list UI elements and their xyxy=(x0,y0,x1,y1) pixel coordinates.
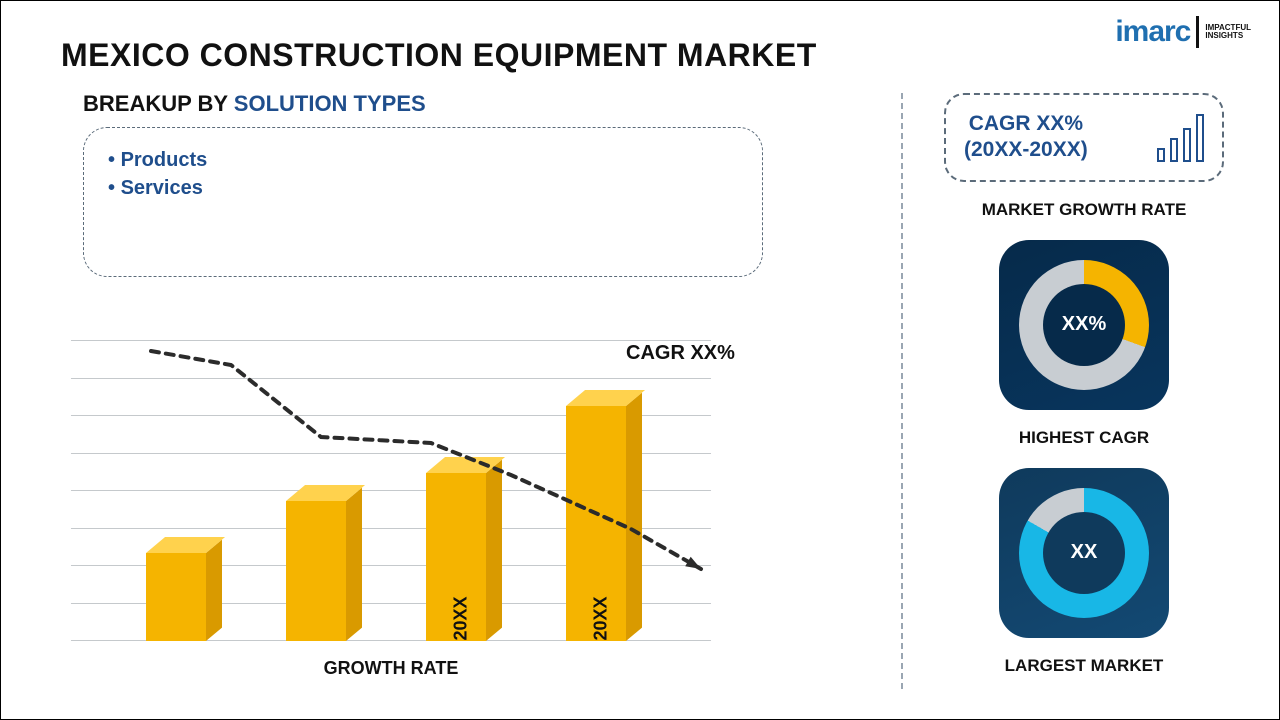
chart-floor: 20XX 20XX xyxy=(71,341,711,641)
cagr-annotation: CAGR XX% xyxy=(626,342,735,365)
breakup-accent: SOLUTION TYPES xyxy=(234,91,426,116)
breakup-heading: BREAKUP BY SOLUTION TYPES xyxy=(83,91,763,117)
breakup-prefix: BREAKUP BY xyxy=(83,91,234,116)
brand-divider xyxy=(1196,16,1199,48)
list-item: Products xyxy=(108,146,738,174)
mini-bar-icon xyxy=(1157,112,1204,162)
caption-growth-rate: MARKET GROWTH RATE xyxy=(982,200,1187,220)
bar xyxy=(146,553,216,641)
breakup-section: BREAKUP BY SOLUTION TYPES Products Servi… xyxy=(83,91,763,277)
donut-chart-2: XX xyxy=(1019,488,1149,618)
brand-tagline: IMPACTFUL INSIGHTS xyxy=(1205,24,1251,40)
vertical-divider xyxy=(901,93,903,689)
bar-label: 20XX xyxy=(451,596,472,640)
list-item: Services xyxy=(108,174,738,202)
growth-chart: 20XX 20XX CAGR XX% GROWTH RATE xyxy=(71,301,791,681)
cagr-line1: CAGR XX% xyxy=(964,111,1088,137)
caption-highest-cagr: HIGHEST CAGR xyxy=(1019,428,1149,448)
x-axis-label: GROWTH RATE xyxy=(71,658,711,679)
breakup-list: Products Services xyxy=(108,146,738,202)
donut-chart-1: XX% xyxy=(1019,260,1149,390)
bar-row: 20XX 20XX xyxy=(111,341,671,641)
highest-cagr-tile: XX% xyxy=(999,240,1169,410)
right-panel: CAGR XX% (20XX-20XX) MARKET GROWTH RATE … xyxy=(929,93,1239,682)
donut-center-1: XX% xyxy=(1043,284,1125,366)
bar-label: 20XX xyxy=(591,596,612,640)
donut-center-2: XX xyxy=(1043,512,1125,594)
cagr-card-text: CAGR XX% (20XX-20XX) xyxy=(964,111,1088,164)
brand-name: imarc xyxy=(1115,15,1190,49)
cagr-card: CAGR XX% (20XX-20XX) xyxy=(944,93,1224,182)
cagr-line2: (20XX-20XX) xyxy=(964,137,1088,163)
largest-market-tile: XX xyxy=(999,468,1169,638)
bar xyxy=(286,501,356,641)
bar: 20XX xyxy=(566,406,636,641)
brand-logo: imarc IMPACTFUL INSIGHTS xyxy=(1115,15,1251,49)
page-title: MEXICO CONSTRUCTION EQUIPMENT MARKET xyxy=(61,37,817,74)
caption-largest-market: LARGEST MARKET xyxy=(1005,656,1164,676)
bar: 20XX xyxy=(426,473,496,641)
breakup-box: Products Services xyxy=(83,127,763,277)
